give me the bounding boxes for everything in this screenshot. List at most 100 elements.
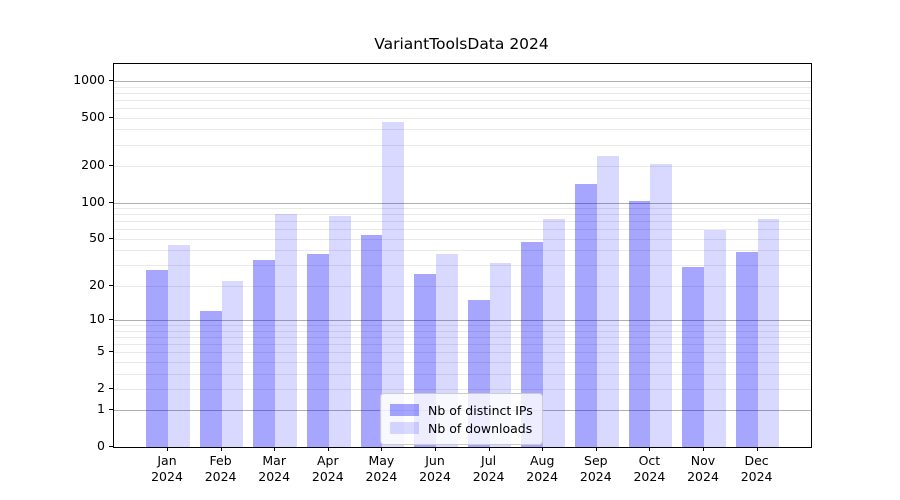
bar-sep-ips bbox=[575, 184, 597, 447]
y-tick-1 bbox=[109, 409, 113, 411]
x-tick-oct bbox=[649, 447, 651, 451]
x-tick-apr bbox=[327, 447, 329, 451]
bar-aug-downloads bbox=[543, 219, 565, 447]
x-tick-label-dec: Dec 2024 bbox=[727, 453, 787, 484]
x-tick-nov bbox=[703, 447, 704, 451]
x-tick-label-feb: Feb 2024 bbox=[191, 453, 251, 484]
x-tick-label-year-dec: 2024 bbox=[740, 468, 773, 484]
gridline-minor-800 bbox=[114, 92, 811, 94]
bar-feb-downloads bbox=[221, 280, 244, 447]
x-tick-label-month-aug: Aug bbox=[529, 453, 555, 468]
gridline-minor-6 bbox=[114, 343, 811, 345]
gridline-minor-8 bbox=[114, 330, 811, 332]
y-tick-10 bbox=[109, 319, 113, 320]
x-tick-label-oct: Oct 2024 bbox=[619, 453, 679, 484]
gridline-minor-200 bbox=[114, 166, 811, 167]
bar-feb-ips bbox=[199, 311, 222, 447]
x-tick-jan bbox=[167, 447, 168, 451]
gridline-minor-400 bbox=[114, 129, 811, 131]
x-tick-dec bbox=[756, 447, 758, 451]
chart-title: VariantToolsData 2024 bbox=[374, 35, 549, 53]
x-tick-label-month-jan: Jan bbox=[157, 453, 177, 468]
x-tick-label-month-mar: Mar bbox=[262, 453, 286, 468]
gridline-minor-4 bbox=[114, 361, 811, 363]
x-tick-label-month-may: May bbox=[368, 453, 395, 468]
bar-jan-downloads bbox=[168, 245, 190, 447]
y-tick-label-200: 200 bbox=[81, 157, 105, 172]
x-tick-label-year-jul: 2024 bbox=[472, 468, 505, 484]
x-tick-label-mar: Mar 2024 bbox=[244, 453, 304, 484]
x-tick-label-month-feb: Feb bbox=[209, 453, 232, 468]
gridline-minor-80 bbox=[114, 214, 811, 216]
x-tick-label-may: May 2024 bbox=[351, 453, 411, 484]
y-tick-0 bbox=[109, 446, 113, 447]
y-tick-label-20: 20 bbox=[89, 276, 105, 292]
x-tick-label-month-nov: Nov bbox=[690, 453, 716, 468]
x-tick-jun bbox=[435, 447, 436, 451]
x-tick-label-year-oct: 2024 bbox=[633, 468, 666, 484]
legend-label-distinct-ips: Nb of distinct IPs bbox=[428, 402, 533, 418]
x-tick-label-year-may: 2024 bbox=[365, 468, 398, 484]
gridline-minor-60 bbox=[114, 229, 811, 231]
bar-nov-downloads bbox=[704, 230, 726, 447]
x-tick-label-month-oct: Oct bbox=[638, 453, 661, 468]
gridline-major-10 bbox=[114, 320, 811, 321]
plot-area: Nb of distinct IPs Nb of downloads bbox=[113, 63, 812, 448]
y-tick-label-10: 10 bbox=[89, 311, 105, 326]
y-tick-label-50: 50 bbox=[89, 229, 105, 245]
legend-swatch-downloads bbox=[390, 422, 419, 434]
legend-swatch-distinct-ips bbox=[390, 404, 419, 416]
x-tick-mar bbox=[274, 447, 276, 451]
y-tick-100 bbox=[109, 201, 113, 203]
gridline-major-1000 bbox=[114, 80, 811, 82]
gridline-major-100 bbox=[114, 202, 811, 204]
x-tick-label-month-jun: Jun bbox=[425, 453, 445, 468]
gridline-minor-20 bbox=[114, 285, 811, 287]
x-tick-label-apr: Apr 2024 bbox=[298, 453, 358, 484]
bar-oct-downloads bbox=[650, 163, 673, 447]
y-tick-label-1000: 1000 bbox=[73, 71, 105, 87]
y-tick-1000 bbox=[109, 79, 113, 81]
x-tick-label-month-sep: Sep bbox=[584, 453, 608, 468]
x-tick-sep bbox=[595, 447, 597, 451]
y-tick-20 bbox=[109, 284, 113, 286]
legend: Nb of distinct IPs Nb of downloads bbox=[380, 393, 543, 445]
x-tick-aug bbox=[542, 447, 544, 451]
y-tick-label-2: 2 bbox=[97, 379, 105, 395]
y-tick-50 bbox=[109, 237, 113, 239]
legend-item-downloads: Nb of downloads bbox=[390, 420, 533, 436]
y-tick-200 bbox=[109, 165, 113, 166]
x-tick-label-jun: Jun 2024 bbox=[405, 453, 465, 484]
gridline-minor-300 bbox=[114, 144, 811, 146]
x-tick-label-month-jul: Jul bbox=[481, 453, 497, 468]
x-tick-label-year-apr: 2024 bbox=[311, 468, 344, 484]
y-tick-label-0: 0 bbox=[97, 438, 105, 453]
bar-mar-ips bbox=[253, 260, 276, 447]
bar-jan-ips bbox=[146, 270, 168, 447]
x-tick-label-year-mar: 2024 bbox=[258, 468, 291, 484]
gridline-minor-2 bbox=[114, 388, 811, 390]
gridline-minor-500 bbox=[114, 117, 811, 119]
y-tick-5 bbox=[109, 351, 113, 353]
x-tick-label-year-jun: 2024 bbox=[419, 468, 451, 484]
gridline-minor-9 bbox=[114, 325, 811, 326]
y-tick-2 bbox=[109, 387, 113, 389]
y-tick-label-100: 100 bbox=[81, 193, 105, 209]
gridline-minor-90 bbox=[114, 208, 811, 209]
gridline-minor-50 bbox=[114, 238, 811, 240]
y-tick-label-5: 5 bbox=[97, 343, 105, 359]
x-tick-label-sep: Sep 2024 bbox=[566, 453, 626, 484]
x-tick-label-month-apr: Apr bbox=[316, 453, 339, 468]
bar-mar-downloads bbox=[275, 214, 297, 447]
gridline-minor-900 bbox=[114, 86, 811, 88]
bar-oct-ips bbox=[628, 200, 651, 447]
x-tick-label-year-sep: 2024 bbox=[579, 468, 612, 484]
gridline-minor-700 bbox=[114, 99, 811, 101]
gridline-minor-70 bbox=[114, 221, 811, 223]
x-tick-label-jan: Jan 2024 bbox=[137, 453, 197, 484]
bar-nov-ips bbox=[682, 266, 704, 447]
x-tick-label-month-dec: Dec bbox=[744, 453, 769, 468]
y-tick-label-1: 1 bbox=[97, 401, 105, 417]
gridline-minor-7 bbox=[114, 336, 811, 338]
